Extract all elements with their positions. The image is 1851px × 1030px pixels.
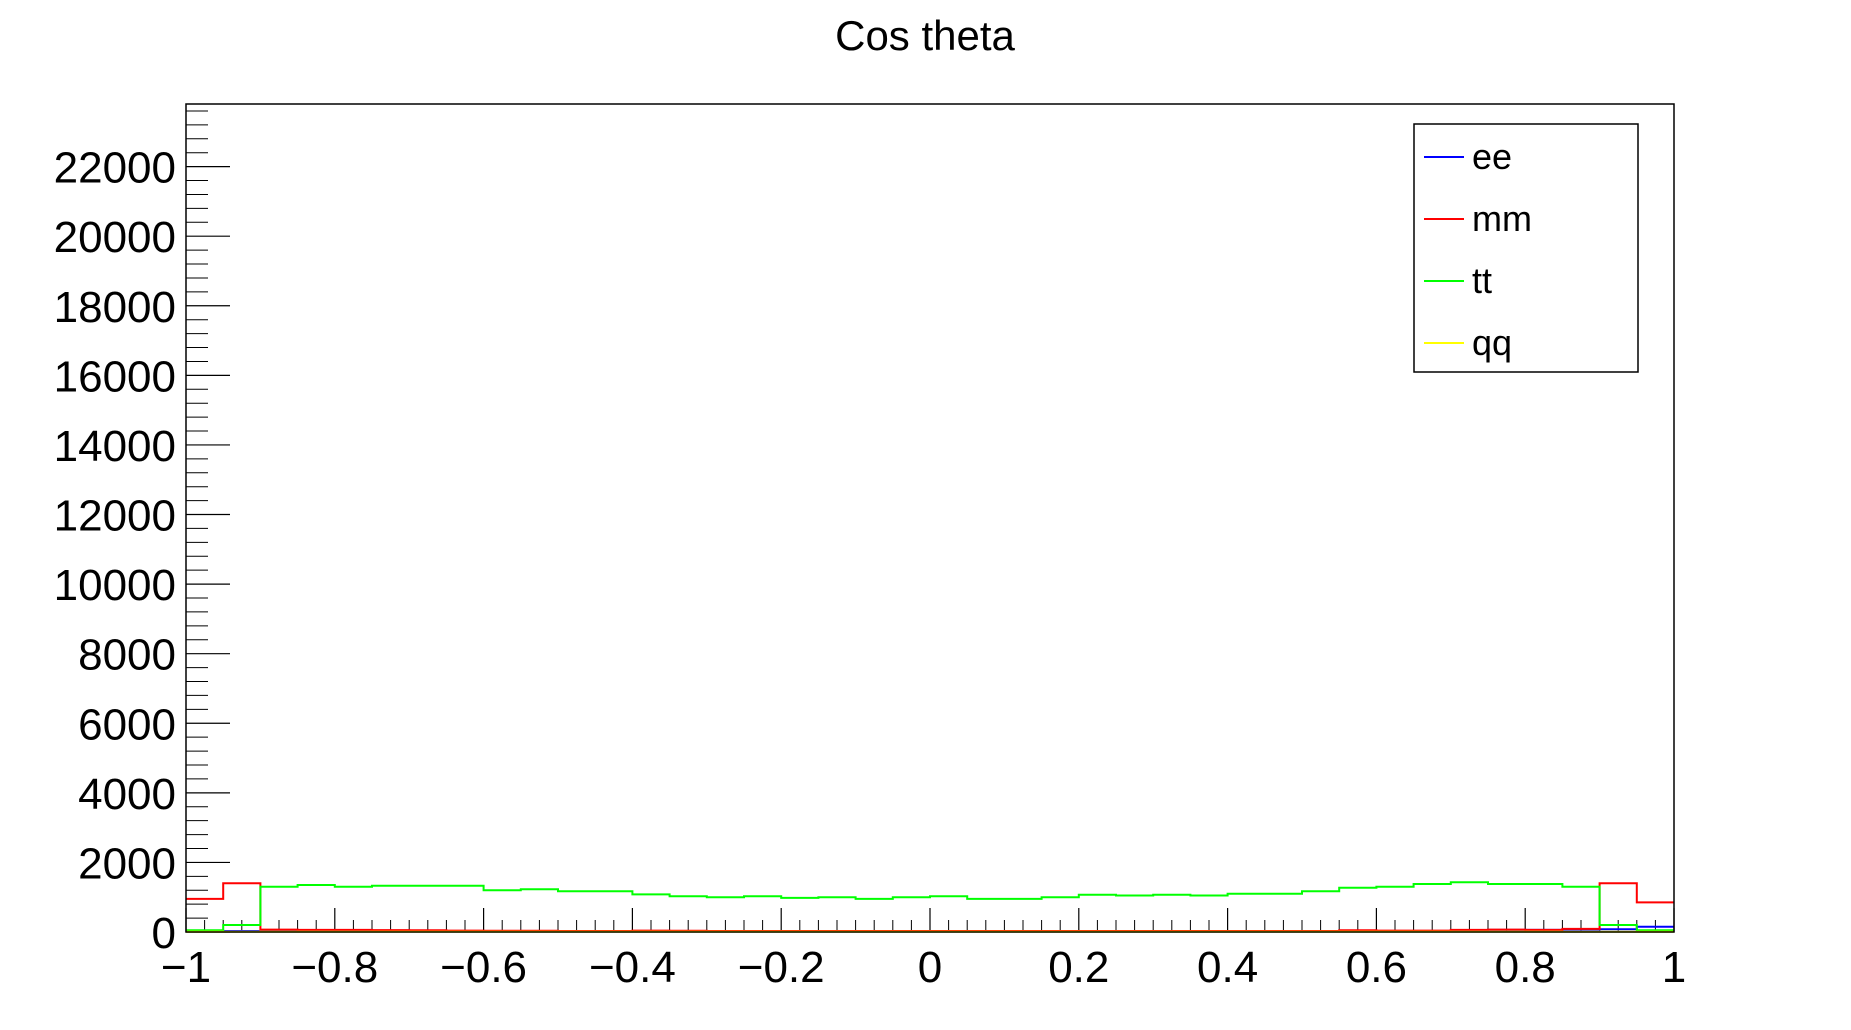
x-tick-label: −0.2 <box>738 943 825 992</box>
y-tick-label: 0 <box>152 909 176 958</box>
legend-entries: ee mm tt qq <box>1424 136 1532 363</box>
x-tick-label: −1 <box>161 943 211 992</box>
x-tick-label: 1 <box>1662 943 1686 992</box>
legend-label-tt: tt <box>1472 260 1492 301</box>
legend-box <box>1413 123 1639 373</box>
x-axis-labels: −1 −0.8 −0.6 −0.4 −0.2 0 0.2 0.4 0.6 0.8 1 <box>161 943 1686 992</box>
x-tick-label: −0.6 <box>440 943 527 992</box>
legend-label-mm: mm <box>1472 198 1532 239</box>
y-tick-label: 22000 <box>54 144 176 193</box>
x-tick-label: 0 <box>918 943 942 992</box>
y-tick-label: 14000 <box>54 422 176 471</box>
x-tick-label: −0.8 <box>291 943 378 992</box>
x-tick-label: 0.4 <box>1197 943 1258 992</box>
y-tick-label: 16000 <box>54 352 176 401</box>
y-axis-labels: 0 2000 4000 6000 8000 10000 12000 14000 16000 180… <box>54 144 176 958</box>
y-tick-label: 12000 <box>54 492 176 541</box>
y-tick-label: 4000 <box>78 770 176 819</box>
legend-label-qq: qq <box>1472 322 1512 363</box>
y-tick-label: 2000 <box>78 839 176 888</box>
plot-frame <box>185 103 1675 933</box>
x-tick-label: 0.8 <box>1495 943 1556 992</box>
x-tick-label: 0.6 <box>1346 943 1407 992</box>
y-tick-label: 10000 <box>54 561 176 610</box>
series-tt <box>186 881 1674 932</box>
chart-title: Cos theta <box>835 12 1015 59</box>
y-tick-label: 6000 <box>78 700 176 749</box>
y-tick-label: 18000 <box>54 283 176 332</box>
x-tick-label: 0.2 <box>1048 943 1109 992</box>
x-tick-label: −0.4 <box>589 943 676 992</box>
y-tick-label: 20000 <box>54 213 176 262</box>
y-tick-label: 8000 <box>78 631 176 680</box>
legend: ee mm tt qq <box>1413 123 1639 373</box>
legend-label-ee: ee <box>1472 136 1512 177</box>
